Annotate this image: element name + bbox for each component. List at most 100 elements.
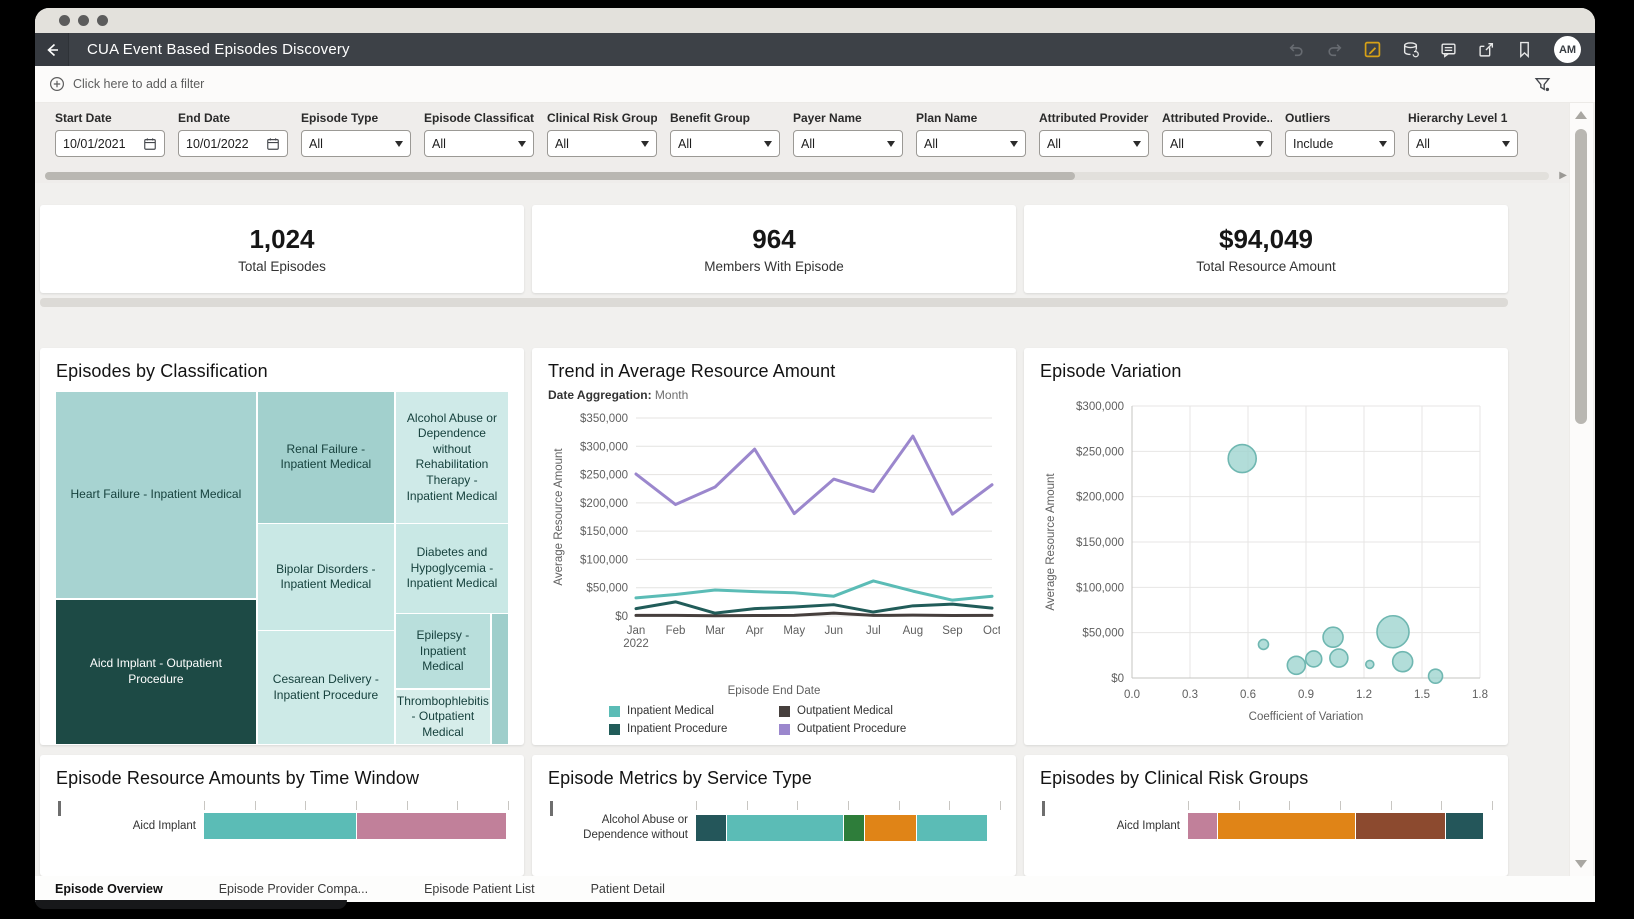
svg-text:0.0: 0.0 (1124, 689, 1140, 701)
bar-segment[interactable] (1188, 813, 1217, 839)
bar-axis-ticks (696, 801, 1001, 811)
bar-row: Alcohol Abuse or Dependence without (548, 813, 1000, 843)
treemap-tile[interactable]: Aicd Implant - Outpatient Procedure (56, 599, 256, 744)
filter-add-bar[interactable]: Click here to add a filter (35, 66, 1595, 103)
dropdown[interactable]: All (547, 130, 657, 157)
svg-text:Apr: Apr (746, 625, 764, 637)
chart-title: Episodes by Classification (56, 361, 268, 381)
treemap-tile[interactable] (491, 614, 508, 744)
svg-text:0.9: 0.9 (1298, 689, 1314, 701)
calendar-icon (267, 137, 279, 150)
date-input[interactable]: 10/01/2022 (178, 130, 288, 157)
filter-value: Include (1293, 136, 1334, 151)
treemap-card: Episodes by Classification Heart Failure… (40, 348, 524, 745)
treemap-tile[interactable]: Renal Failure - Inpatient Medical (257, 392, 395, 523)
bar-segment[interactable] (357, 813, 506, 839)
tab-patient-detail[interactable]: Patient Detail (590, 882, 665, 896)
tab-episode-provider-compa[interactable]: Episode Provider Compa... (218, 882, 369, 896)
dropdown[interactable]: All (1039, 130, 1149, 157)
hscroll-right-arrow[interactable]: ▶ (1559, 170, 1567, 181)
bar-segment[interactable] (1446, 813, 1483, 839)
svg-text:$50,000: $50,000 (586, 583, 628, 595)
dropdown[interactable]: All (916, 130, 1026, 157)
filter-label: Attributed Provide... (1162, 111, 1272, 125)
svg-text:$0: $0 (1111, 673, 1124, 685)
bar-segment[interactable] (1355, 813, 1446, 839)
scroll-up-arrow[interactable] (1575, 111, 1587, 119)
svg-text:Feb: Feb (666, 625, 686, 637)
treemap-tile[interactable]: Diabetes and Hypoglycemia - Inpatient Me… (395, 524, 508, 614)
bar-axis-ticks (1188, 801, 1493, 811)
window-dot[interactable] (59, 15, 70, 26)
svg-text:May: May (783, 625, 805, 637)
bar-segment[interactable] (204, 813, 356, 839)
svg-text:Oct: Oct (983, 625, 1000, 637)
filter-value: All (1170, 136, 1184, 151)
window-dot[interactable] (78, 15, 89, 26)
treemap-tile[interactable]: Cesarean Delivery - Inpatient Procedure (257, 631, 395, 744)
bar-chart: Aicd Implant (1040, 801, 1493, 839)
vscroll-thumb[interactable] (1575, 129, 1587, 424)
filter-label: Clinical Risk Group (547, 111, 657, 125)
legend-item[interactable]: Inpatient Procedure (609, 723, 769, 735)
avatar[interactable]: AM (1554, 36, 1581, 63)
bar-segment[interactable] (917, 814, 988, 841)
time-window-card: Episode Resource Amounts by Time Window … (40, 755, 524, 876)
treemap-tile[interactable]: Heart Failure - Inpatient Medical (56, 392, 256, 599)
chart-title: Episode Variation (1040, 361, 1182, 381)
bar-segment[interactable] (727, 814, 843, 841)
filter-band: Start Date 10/01/2021 End Date 10/01/2022 Ep… (35, 103, 1595, 169)
dropdown[interactable]: All (793, 130, 903, 157)
chevron-down-icon (1133, 140, 1141, 147)
bar-segment[interactable] (696, 814, 727, 841)
dropdown[interactable]: All (1162, 130, 1272, 157)
treemap-tile[interactable]: Epilepsy - Inpatient Medical (395, 614, 490, 689)
tab-episode-overview[interactable]: Episode Overview (55, 882, 163, 896)
bar-segment[interactable] (1217, 813, 1355, 839)
line-chart: $0 $50,000 $100,000 $150,000 $200,000 $250,00… (548, 402, 1002, 683)
bar-segment[interactable] (864, 814, 917, 841)
svg-text:$300,000: $300,000 (580, 441, 628, 453)
treemap-tile[interactable]: Bipolar Disorders - Inpatient Medical (257, 524, 395, 630)
filter-value: All (1047, 136, 1061, 151)
dropdown[interactable]: Include (1285, 130, 1395, 157)
dropdown[interactable]: All (670, 130, 780, 157)
filter-attributed-provider: Attributed Provider All (1039, 111, 1149, 169)
tab-episode-patient-list[interactable]: Episode Patient List (424, 882, 535, 896)
bookmark-icon[interactable] (1516, 41, 1533, 58)
treemap-tile[interactable]: Thrombophlebitis - Outpatient Medical (395, 689, 490, 744)
dropdown[interactable]: All (301, 130, 411, 157)
window-dot[interactable] (97, 15, 108, 26)
scroll-down-arrow[interactable] (1575, 860, 1587, 868)
bar-segment[interactable] (843, 814, 864, 841)
dropdown[interactable]: All (424, 130, 534, 157)
back-button[interactable] (35, 33, 69, 66)
filter-label: Benefit Group (670, 111, 750, 125)
legend-item[interactable]: Inpatient Medical (609, 705, 769, 717)
filter-value: 10/01/2022 (186, 136, 249, 151)
legend-item[interactable]: Outpatient Medical (779, 705, 939, 717)
trend-card: Trend in Average Resource Amount Date Ag… (532, 348, 1016, 745)
edit-icon[interactable] (1364, 41, 1381, 58)
toolbar: AM (1288, 33, 1581, 66)
hscroll-thumb[interactable] (45, 172, 1075, 180)
dropdown[interactable]: All (1408, 130, 1518, 157)
redo-icon[interactable] (1326, 41, 1343, 58)
bar-axis-origin (1042, 801, 1045, 816)
treemap-tile[interactable]: Alcohol Abuse or Dependence without Reha… (395, 392, 508, 523)
charts-row-1: Episodes by Classification Heart Failure… (40, 348, 1590, 745)
bar-axis-origin (550, 801, 553, 816)
chart-title: Episodes by Clinical Risk Groups (1040, 768, 1309, 788)
legend-item[interactable]: Outpatient Procedure (779, 723, 939, 735)
share-icon[interactable] (1478, 41, 1495, 58)
kpi-row: 1,024 Total Episodes 964 Members With Episo… (40, 205, 1590, 293)
undo-icon[interactable] (1288, 41, 1305, 58)
date-input[interactable]: 10/01/2021 (55, 130, 165, 157)
comment-icon[interactable] (1440, 41, 1457, 58)
kpi-row-scrollbar[interactable] (40, 298, 1508, 307)
data-refresh-icon[interactable] (1402, 41, 1419, 58)
filter-options-icon[interactable] (1534, 76, 1551, 98)
svg-text:$200,000: $200,000 (1076, 492, 1124, 504)
bar-chart: Aicd Implant (56, 801, 509, 839)
page-title: CUA Event Based Episodes Discovery (87, 41, 350, 58)
